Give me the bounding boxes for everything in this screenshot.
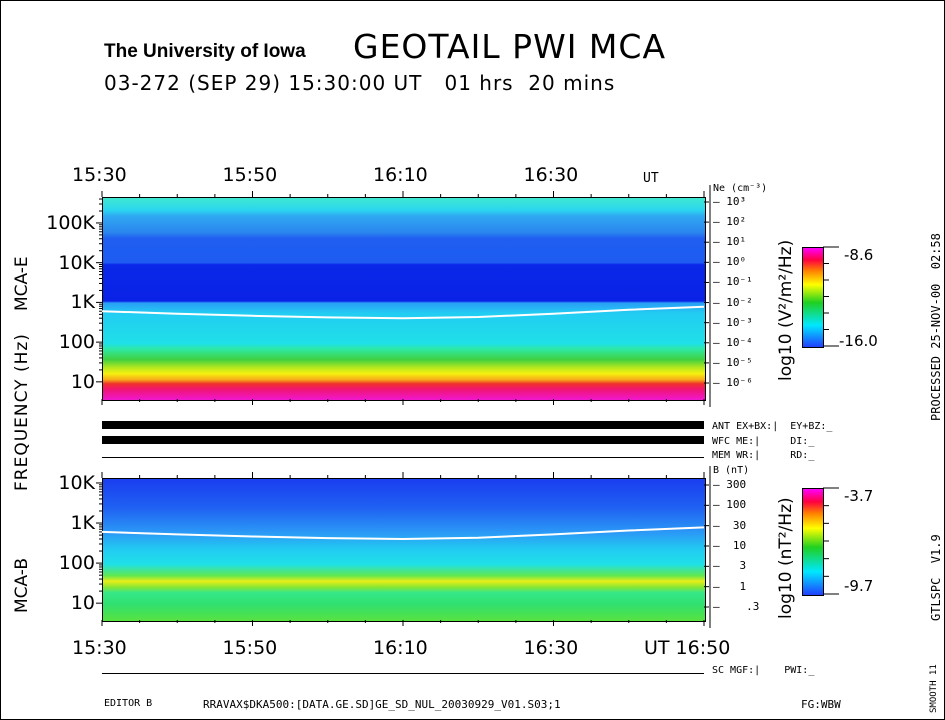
right-axis-tick-label: – 10³ xyxy=(713,195,747,208)
right-axis-tick-label: – 10⁻⁴ xyxy=(713,335,753,349)
y-tick-label: 10 xyxy=(70,592,95,615)
y-tick-label: 100K xyxy=(46,211,95,234)
electron-density-line xyxy=(101,526,705,541)
b-axis-label: B (nT) xyxy=(713,465,750,476)
x-tick-label: 15:30 xyxy=(72,637,127,659)
colorbar-e xyxy=(802,247,824,348)
right-axis-tick-label: – 10⁻¹ xyxy=(713,275,753,289)
wfc-status-bar xyxy=(102,436,704,444)
right-axis-tick-label: – .3 xyxy=(713,600,760,613)
x-tick-label: 15:30 xyxy=(72,164,127,186)
x-tick-label: 16:30 xyxy=(523,637,579,659)
right-axis-tick-label: – 10⁰ xyxy=(713,255,747,269)
right-axis-tick-label: – 10⁻⁶ xyxy=(713,376,753,389)
y-tick-label: 1K xyxy=(70,512,95,535)
x-tick-label: 15:50 xyxy=(222,164,278,186)
colorbar-b-min: -9.7 xyxy=(844,577,874,595)
right-axis-tick-label: – 1 xyxy=(713,579,747,593)
colorbar-e-max: -8.6 xyxy=(844,246,874,264)
right-axis-tick-label: – 10² xyxy=(713,215,747,229)
mca-e-spectrogram xyxy=(102,197,706,401)
colorbar-b xyxy=(802,488,824,596)
right-axis-tick-label: – 3 xyxy=(713,559,747,573)
y-tick-label: 1K xyxy=(70,291,95,314)
x-tick-label: 16:10 xyxy=(373,164,428,186)
right-axis-tick-label: – 300 xyxy=(713,478,747,491)
sc-status: SC MGF:| PWI:_ xyxy=(712,665,815,676)
y-tick-label: 10K xyxy=(58,251,95,274)
ant-status: ANT EX+BX:| EY+BZ:_ xyxy=(712,421,833,432)
ant-status-bar xyxy=(102,421,704,429)
right-axis-tick-label: – 10¹ xyxy=(713,235,747,249)
file-path: RRAVAX$DKA500:[DATA.GE.SD]GE_SD_NUL_2003… xyxy=(203,698,561,711)
y-tick-label: 10K xyxy=(58,471,95,494)
electron-density-line xyxy=(101,305,705,320)
right-axis-tick-label: – 100 xyxy=(713,498,747,512)
plot-subtitle: 03-272 (SEP 29) 15:30:00 UT 01 hrs 20 mi… xyxy=(104,71,616,95)
mca-b-spectrogram xyxy=(102,478,706,622)
right-axis-tick-label: – 10⁻² xyxy=(713,295,753,309)
institution: The University of Iowa xyxy=(104,41,306,62)
right-axis-tick-label: – 10⁻⁵ xyxy=(713,355,753,369)
x-end-label: UT 16:50 xyxy=(644,637,731,659)
right-axis-tick-label: – 10 xyxy=(713,539,747,552)
x-tick-label: 15:50 xyxy=(222,637,278,659)
colorbar-b-max: -3.7 xyxy=(844,487,874,505)
mem-status-line xyxy=(102,457,704,458)
x-tick-label: 16:30 xyxy=(523,164,579,186)
y-tick-label: 100 xyxy=(58,331,95,354)
plot-title: GEOTAIL PWI MCA xyxy=(353,27,667,66)
right-axis-tick-label: – 30 xyxy=(713,518,747,532)
wfc-status: WFC ME:| DI:_ xyxy=(712,436,815,447)
fg-label: FG:WBW xyxy=(801,698,841,711)
editor-label: EDITOR B xyxy=(104,698,153,709)
x-unit-label: UT xyxy=(643,171,659,186)
ne-axis-label: Ne (cm⁻³) xyxy=(713,183,768,194)
right-axis-tick-label: – 10⁻³ xyxy=(713,315,753,329)
y-tick-label: 100 xyxy=(58,552,95,575)
x-tick-label: 16:10 xyxy=(373,637,428,659)
mem-status: MEM WR:| RD:_ xyxy=(712,450,815,461)
sc-status-line xyxy=(102,673,704,674)
colorbar-e-min: -16.0 xyxy=(839,332,878,350)
y-tick-label: 10 xyxy=(70,370,95,393)
